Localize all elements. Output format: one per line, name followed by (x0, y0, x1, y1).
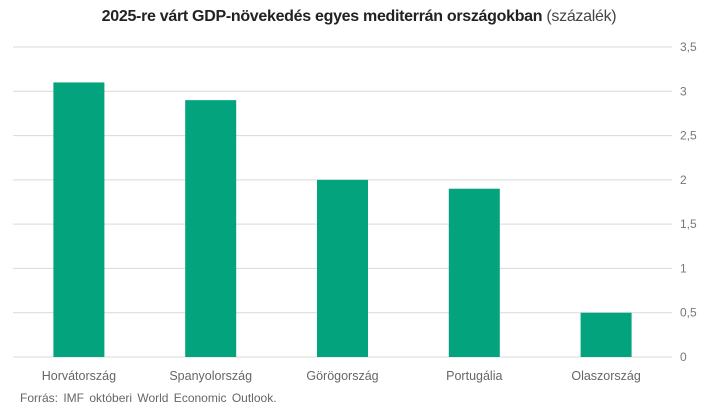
x-category-label: Olaszország (571, 369, 641, 383)
x-category-label: Portugália (446, 369, 502, 383)
x-axis-labels: Horvátország Spanyolország Görögország Port… (42, 369, 641, 383)
bar-Spanyolország (185, 100, 237, 358)
bar-Görögország (317, 179, 368, 357)
y-tick-label: 3,5 (680, 40, 697, 54)
bars (53, 82, 632, 358)
bar-Horvátország (53, 82, 105, 357)
chart-title-main: 2025-re várt GDP-növekedés egyes mediter… (101, 8, 543, 25)
bar-Olaszország (580, 312, 632, 357)
x-category-label: Horvátország (42, 369, 116, 383)
gridlines (13, 46, 672, 358)
x-category-label: Görögország (306, 369, 378, 383)
y-tick-label: 0,5 (680, 306, 697, 320)
x-category-label: Spanyolország (169, 369, 252, 383)
y-tick-label: 2 (680, 173, 687, 187)
chart-title: 2025-re várt GDP-növekedés egyes mediter… (0, 8, 718, 26)
y-tick-label: 3 (680, 84, 687, 98)
bar-Portugália (448, 188, 500, 357)
y-tick-label: 2,5 (680, 129, 697, 143)
y-axis-ticks: 0 0,5 1 1,5 2 2,5 3 3,5 (680, 40, 697, 364)
source-note: Forrás: IMF októberi World Economic Outl… (20, 391, 277, 405)
y-tick-label: 1 (680, 261, 687, 275)
chart-title-unit: (százalék) (546, 8, 617, 25)
y-tick-label: 0 (680, 350, 687, 364)
y-tick-label: 1,5 (680, 217, 697, 231)
